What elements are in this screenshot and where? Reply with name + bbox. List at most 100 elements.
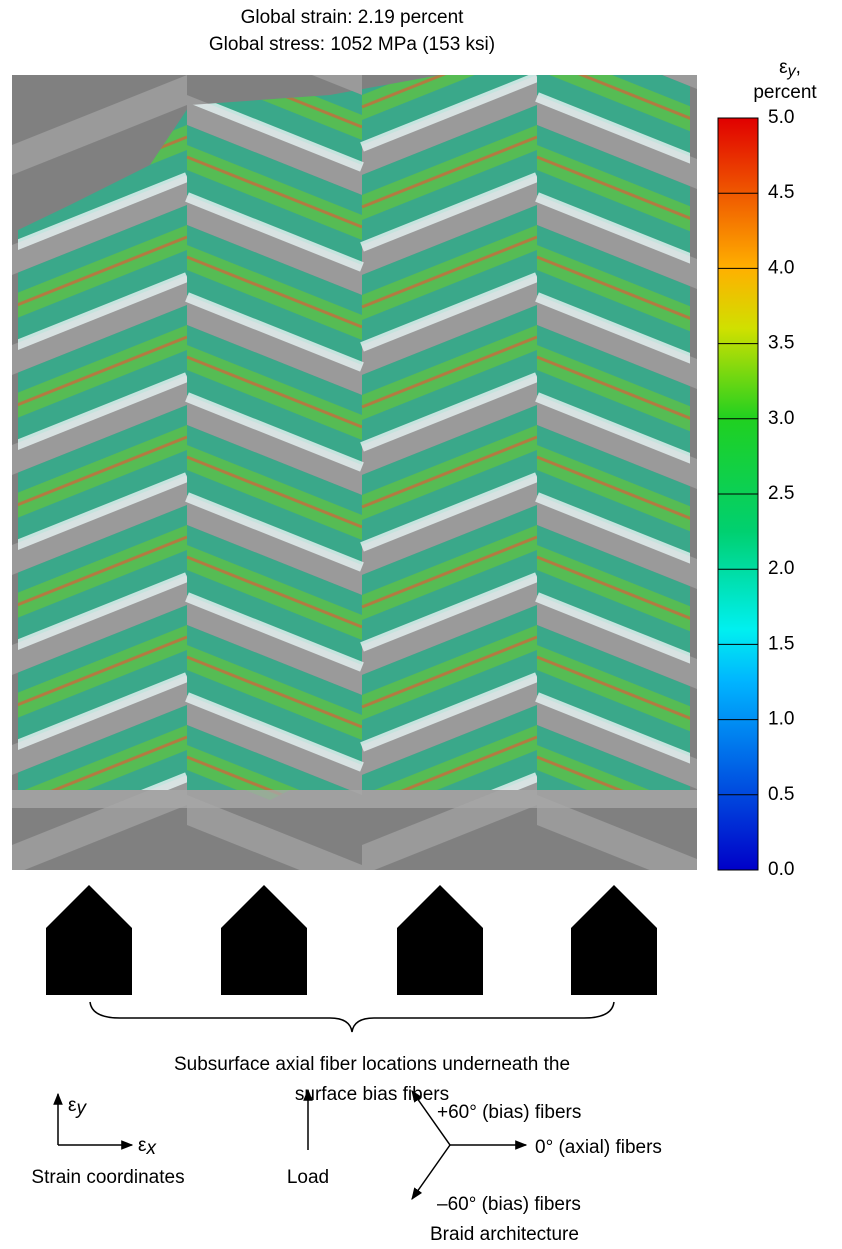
strain-peak <box>18 435 188 509</box>
strain-low <box>535 292 690 372</box>
strain-low <box>0 1097 12 1167</box>
strain-tow <box>0 225 12 365</box>
colorbar-tick-label: 0.0 <box>768 859 794 880</box>
marker <box>46 885 132 995</box>
strain-low <box>0 497 12 567</box>
colorbar-tick-label: 2.5 <box>768 483 794 504</box>
strain-low <box>12 0 187 47</box>
strain-low <box>0 597 12 667</box>
strain-low <box>0 897 12 967</box>
strain-band <box>0 945 12 1040</box>
gray-tow <box>0 525 12 665</box>
strain-peak <box>361 235 538 309</box>
strain-peak <box>0 957 12 1027</box>
strain-tow <box>0 525 12 665</box>
strain-peak <box>536 155 690 229</box>
strain-low <box>360 572 539 652</box>
arrows <box>53 1088 528 1200</box>
header-strain: Global strain: 2.19 percent <box>241 7 465 28</box>
strain-peak <box>0 657 12 727</box>
colorbar-tick-label: 4.0 <box>768 257 794 278</box>
gray-tow <box>0 425 12 565</box>
strain-peak <box>361 335 538 409</box>
strain-low <box>712 977 842 1047</box>
strain-low <box>18 672 189 752</box>
arrow-minus60 <box>411 1144 451 1200</box>
strain-band <box>712 25 842 120</box>
strain-peak <box>536 355 690 429</box>
gray-tow <box>0 325 12 465</box>
strain-low <box>360 772 539 800</box>
strain-peak <box>712 0 842 7</box>
strain-peak <box>0 57 12 127</box>
strain-band <box>712 925 842 1020</box>
coords-label: Strain coordinates <box>31 1167 184 1188</box>
strain-low <box>712 0 842 47</box>
gray-tow <box>12 75 187 145</box>
strain-low <box>185 92 364 172</box>
strain-low <box>18 572 189 652</box>
strain-low <box>185 692 364 772</box>
braid-minus60: –60° (bias) fibers <box>437 1194 581 1215</box>
strain-peak <box>186 155 363 229</box>
strain-peak <box>361 635 538 709</box>
strain-low <box>360 75 539 152</box>
strain-low <box>0 797 12 867</box>
strain-low <box>0 397 12 467</box>
colorbar-tick-label: 0.5 <box>768 784 794 805</box>
strain-peak <box>18 235 188 309</box>
strain-peak <box>536 455 690 529</box>
strain-peak <box>12 0 187 7</box>
strain-map <box>0 0 842 1167</box>
strain-tow <box>712 0 842 45</box>
strain-low <box>18 772 189 800</box>
strain-low <box>535 192 690 272</box>
strain-peak <box>0 757 12 827</box>
strain-peak <box>0 257 12 327</box>
strain-band <box>0 745 12 840</box>
marker <box>397 885 483 995</box>
strain-low <box>0 197 12 267</box>
strain-low <box>535 592 690 672</box>
colorbar-unit: percent <box>753 82 817 103</box>
comma: , <box>796 57 801 78</box>
strain-low <box>18 472 189 552</box>
strain-band <box>0 445 12 540</box>
subscript: y <box>74 1098 87 1119</box>
strain-low <box>535 692 690 772</box>
strain-tow <box>0 725 12 865</box>
gray-tow <box>0 225 12 365</box>
strain-band <box>0 345 12 440</box>
strain-low <box>360 272 539 352</box>
strain-band <box>0 645 12 740</box>
marker <box>571 885 657 995</box>
coord-y: εy <box>68 1095 87 1119</box>
strain-peak <box>536 555 690 629</box>
strain-low <box>18 372 189 452</box>
strain-band <box>0 1045 12 1140</box>
strain-peak <box>361 75 538 109</box>
strain-low <box>0 97 12 167</box>
strain-band <box>0 145 12 240</box>
gray-tow <box>537 825 650 870</box>
strain-tow <box>0 625 12 765</box>
strain-low <box>0 297 12 367</box>
strain-band <box>712 0 842 20</box>
brace <box>89 1001 615 1033</box>
braid-plus60: +60° (bias) fibers <box>437 1102 581 1123</box>
load-label: Load <box>287 1167 329 1188</box>
strain-band <box>362 75 537 120</box>
strain-tow <box>0 425 12 565</box>
strain-low <box>185 292 364 372</box>
strain-low <box>535 92 690 172</box>
header-stress: Global stress: 1052 MPa (153 ksi) <box>209 34 495 55</box>
colorbar-tick-label: 5.0 <box>768 107 794 128</box>
colorbar-tick-label: 3.5 <box>768 333 794 354</box>
strain-low <box>360 172 539 252</box>
strain-tow <box>0 825 12 965</box>
caption-line: surface bias fibers <box>295 1084 449 1105</box>
strain-tow <box>0 125 12 265</box>
strain-peak <box>186 655 363 729</box>
gray-tow <box>712 905 842 1045</box>
